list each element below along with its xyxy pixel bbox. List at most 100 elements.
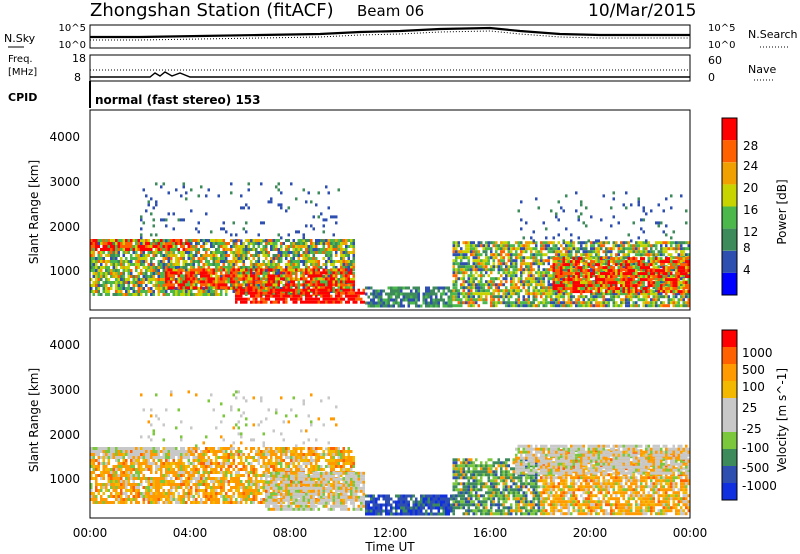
data-cell	[627, 260, 630, 264]
data-cell	[370, 298, 373, 302]
data-cell	[190, 254, 193, 257]
data-cell	[482, 247, 485, 251]
data-cell	[595, 278, 598, 282]
data-cell	[552, 266, 555, 270]
data-cell	[555, 287, 558, 291]
data-cell	[617, 253, 620, 257]
data-cell	[472, 292, 475, 296]
data-cell	[680, 244, 683, 248]
data-cell	[420, 304, 423, 308]
data-cell	[307, 239, 310, 242]
data-cell	[117, 251, 120, 254]
data-cell	[187, 283, 190, 287]
data-cell	[670, 247, 673, 251]
data-cell	[602, 194, 605, 198]
data-cell	[577, 290, 580, 294]
data-cell	[580, 287, 583, 291]
data-cell	[170, 283, 173, 287]
data-cell	[540, 280, 543, 284]
data-cell	[562, 263, 565, 267]
data-cell	[597, 266, 600, 270]
data-cell	[672, 304, 675, 308]
data-cell	[315, 271, 318, 275]
data-cell	[560, 277, 563, 281]
data-cell	[305, 251, 308, 254]
data-cell	[205, 277, 208, 281]
data-cell	[275, 263, 278, 266]
data-cell	[117, 269, 120, 272]
data-cell	[610, 260, 613, 264]
data-cell	[592, 287, 595, 291]
data-cell	[195, 293, 198, 296]
data-cell	[250, 294, 253, 298]
data-cell	[585, 224, 588, 228]
data-cell	[595, 259, 598, 263]
data-cell	[455, 262, 458, 266]
data-cell	[195, 239, 198, 242]
data-cell	[562, 268, 565, 272]
data-cell	[615, 263, 618, 267]
data-cell	[210, 230, 213, 234]
data-cell	[297, 254, 300, 257]
data-cell	[547, 277, 550, 281]
data-cell	[582, 298, 585, 302]
data-cell	[612, 197, 615, 201]
data-cell	[495, 286, 498, 290]
data-cell	[217, 263, 220, 266]
data-cell	[522, 262, 525, 266]
data-cell	[315, 242, 318, 245]
data-cell	[640, 290, 643, 294]
data-cell	[672, 230, 675, 234]
data-cell	[687, 298, 690, 302]
data-cell	[572, 244, 575, 248]
data-cell	[345, 251, 348, 254]
data-cell	[107, 242, 110, 245]
data-cell	[162, 284, 165, 287]
data-cell	[647, 241, 650, 245]
data-cell	[460, 304, 463, 308]
data-cell	[555, 295, 558, 299]
data-cell	[295, 230, 298, 234]
data-cell	[315, 266, 318, 269]
data-cell	[560, 281, 563, 285]
data-cell	[562, 266, 565, 270]
data-cell	[237, 268, 240, 272]
data-cell	[305, 248, 308, 251]
data-cell	[302, 242, 305, 245]
data-cell	[142, 260, 145, 263]
data-cell	[527, 304, 530, 308]
data-cell	[207, 269, 210, 272]
data-cell	[585, 253, 588, 257]
data-cell	[482, 292, 485, 296]
data-cell	[222, 251, 225, 254]
data-cell	[672, 281, 675, 285]
data-cell	[407, 295, 410, 299]
data-cell	[177, 239, 180, 242]
data-cell	[615, 241, 618, 245]
data-cell	[320, 277, 323, 281]
data-cell	[102, 245, 105, 248]
data-cell	[227, 280, 230, 284]
data-cell	[325, 251, 328, 254]
data-cell	[495, 256, 498, 260]
data-cell	[255, 288, 258, 292]
data-cell	[647, 295, 650, 299]
data-cell	[232, 263, 235, 266]
data-cell	[350, 280, 353, 284]
data-cell	[387, 298, 390, 302]
data-cell	[140, 263, 143, 266]
data-cell	[522, 271, 525, 275]
data-cell	[535, 241, 538, 245]
data-cell	[450, 301, 453, 305]
data-cell	[542, 221, 545, 225]
data-cell	[310, 297, 313, 301]
data-cell	[327, 242, 330, 245]
data-cell	[525, 256, 528, 260]
data-cell	[552, 247, 555, 251]
data-cell	[167, 277, 170, 281]
data-cell	[250, 291, 253, 295]
data-cell	[652, 281, 655, 285]
data-cell	[590, 284, 593, 288]
data-cell	[682, 292, 685, 296]
data-cell	[352, 251, 355, 254]
